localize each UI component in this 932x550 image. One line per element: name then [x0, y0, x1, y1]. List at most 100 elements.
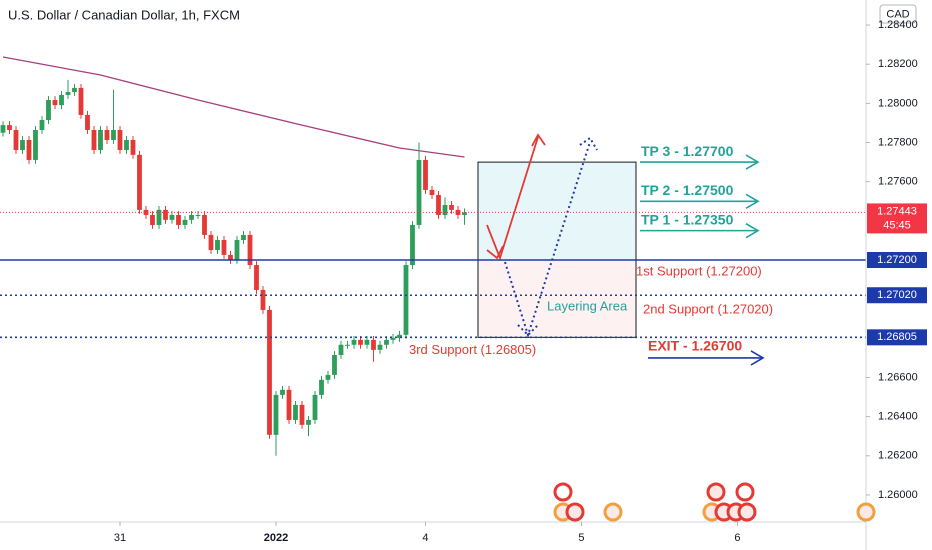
y-tick-label: 1.26000: [878, 489, 918, 501]
blue-path: [504, 141, 591, 339]
support-label: 3rd Support (1.26805): [409, 342, 536, 357]
target-label: TP 3 - 1.27700: [641, 143, 734, 159]
currency-label: CAD: [886, 8, 909, 20]
candle-body: [150, 214, 155, 225]
target-arrow-head: [745, 154, 760, 170]
candle-body: [280, 389, 285, 395]
trade-arrows: [486, 133, 598, 339]
candle-body: [319, 379, 324, 395]
event-icon: [856, 502, 876, 522]
candle-body: [39, 120, 45, 130]
zone-label: Layering Area: [547, 298, 628, 313]
candle-body: [72, 87, 77, 93]
candle-body: [117, 130, 123, 150]
y-tick-label: 1.26200: [878, 450, 918, 462]
candle-body: [364, 339, 370, 345]
last-price-label: 1.27443: [877, 205, 917, 217]
candle-body: [403, 265, 409, 335]
chart-title: U.S. Dollar / Canadian Dollar, 1h, FXCM: [8, 7, 240, 22]
candle-body: [176, 214, 181, 225]
y-tick-label: 1.28000: [878, 97, 918, 109]
candle-body: [416, 159, 422, 225]
candle-body: [299, 404, 305, 425]
candle-body: [241, 234, 246, 241]
candle-body: [390, 337, 396, 340]
marks: [0, 56, 467, 456]
level-label: 1.26805: [877, 331, 917, 343]
candle-body: [371, 339, 376, 350]
candle-body: [137, 154, 142, 210]
x-tick-label: 2022: [264, 532, 288, 544]
candle-body: [208, 234, 214, 251]
candle-body: [234, 240, 240, 260]
event-icon: [565, 502, 585, 522]
event-icon: [553, 482, 573, 502]
price-axis: 1.26000 1.26200 1.26400 1.26600 1.27600 1.278…: [114, 19, 927, 544]
target-arrow-head: [745, 193, 760, 209]
candle-body: [85, 114, 90, 130]
event-icon: [735, 482, 755, 502]
candle-body: [202, 214, 207, 235]
candle-body: [423, 159, 428, 190]
candle-body: [215, 240, 220, 251]
level-label-bg: [867, 252, 927, 268]
candle-body: [260, 289, 266, 310]
candle-body: [267, 309, 272, 435]
candle-body: [247, 234, 253, 266]
candle-body: [163, 209, 168, 220]
x-tick-label: 6: [734, 532, 740, 544]
candle-body: [254, 265, 259, 290]
candle-body: [358, 339, 363, 345]
candle-body: [98, 130, 103, 150]
candle-body: [436, 195, 441, 215]
candle-body: [345, 344, 350, 346]
y-tick-label: 1.28400: [878, 19, 918, 31]
candle-body: [306, 419, 311, 425]
candle-body: [143, 209, 149, 215]
y-tick-label: 1.27800: [878, 136, 918, 148]
y-tick-label: 1.27600: [878, 176, 918, 188]
event-icon: [603, 502, 623, 522]
candle-body: [52, 100, 58, 106]
candle-body: [59, 94, 64, 106]
moving-average: [2, 56, 465, 158]
level-label-bg: [867, 329, 927, 346]
candle-body: [104, 130, 110, 140]
candle-body: [182, 219, 188, 225]
candle-body: [156, 209, 162, 225]
target-label: TP 1 - 1.27350: [641, 211, 734, 227]
candle-body: [429, 189, 435, 195]
candle-body: [0, 125, 6, 133]
last-price-label-bg: [867, 203, 927, 234]
candle-body: [189, 214, 194, 220]
candle-body: [377, 344, 383, 350]
y-tick-label: 1.26600: [878, 371, 918, 383]
target-label: TP 2 - 1.27500: [641, 182, 734, 198]
x-tick-label: 5: [578, 532, 584, 544]
candle-body: [7, 125, 12, 130]
candle-body: [13, 130, 19, 150]
candle-body: [46, 100, 51, 121]
candle-body: [228, 254, 233, 260]
countdown-label: 45:45: [883, 219, 911, 231]
red-path: [486, 136, 539, 261]
candle-body: [111, 130, 116, 140]
y-tick-label: 1.26400: [878, 411, 918, 423]
candle-body: [351, 339, 357, 345]
candle-body: [312, 394, 318, 420]
candle-body: [325, 374, 331, 380]
candle-body: [293, 404, 298, 420]
candle-body: [65, 92, 71, 95]
target-arrow-head: [745, 222, 760, 239]
currency-box: [879, 4, 917, 24]
event-icons: [553, 482, 876, 522]
exit-label: EXIT - 1.26700: [648, 338, 742, 354]
event-icon: [737, 502, 757, 522]
candle-body: [78, 87, 84, 115]
candle-body: [286, 389, 292, 420]
x-tick-label: 4: [422, 532, 428, 544]
level-label-bg: [867, 287, 927, 304]
candle-body: [397, 334, 402, 338]
x-tick-label: 31: [114, 532, 126, 544]
level-label: 1.27200: [877, 254, 917, 266]
